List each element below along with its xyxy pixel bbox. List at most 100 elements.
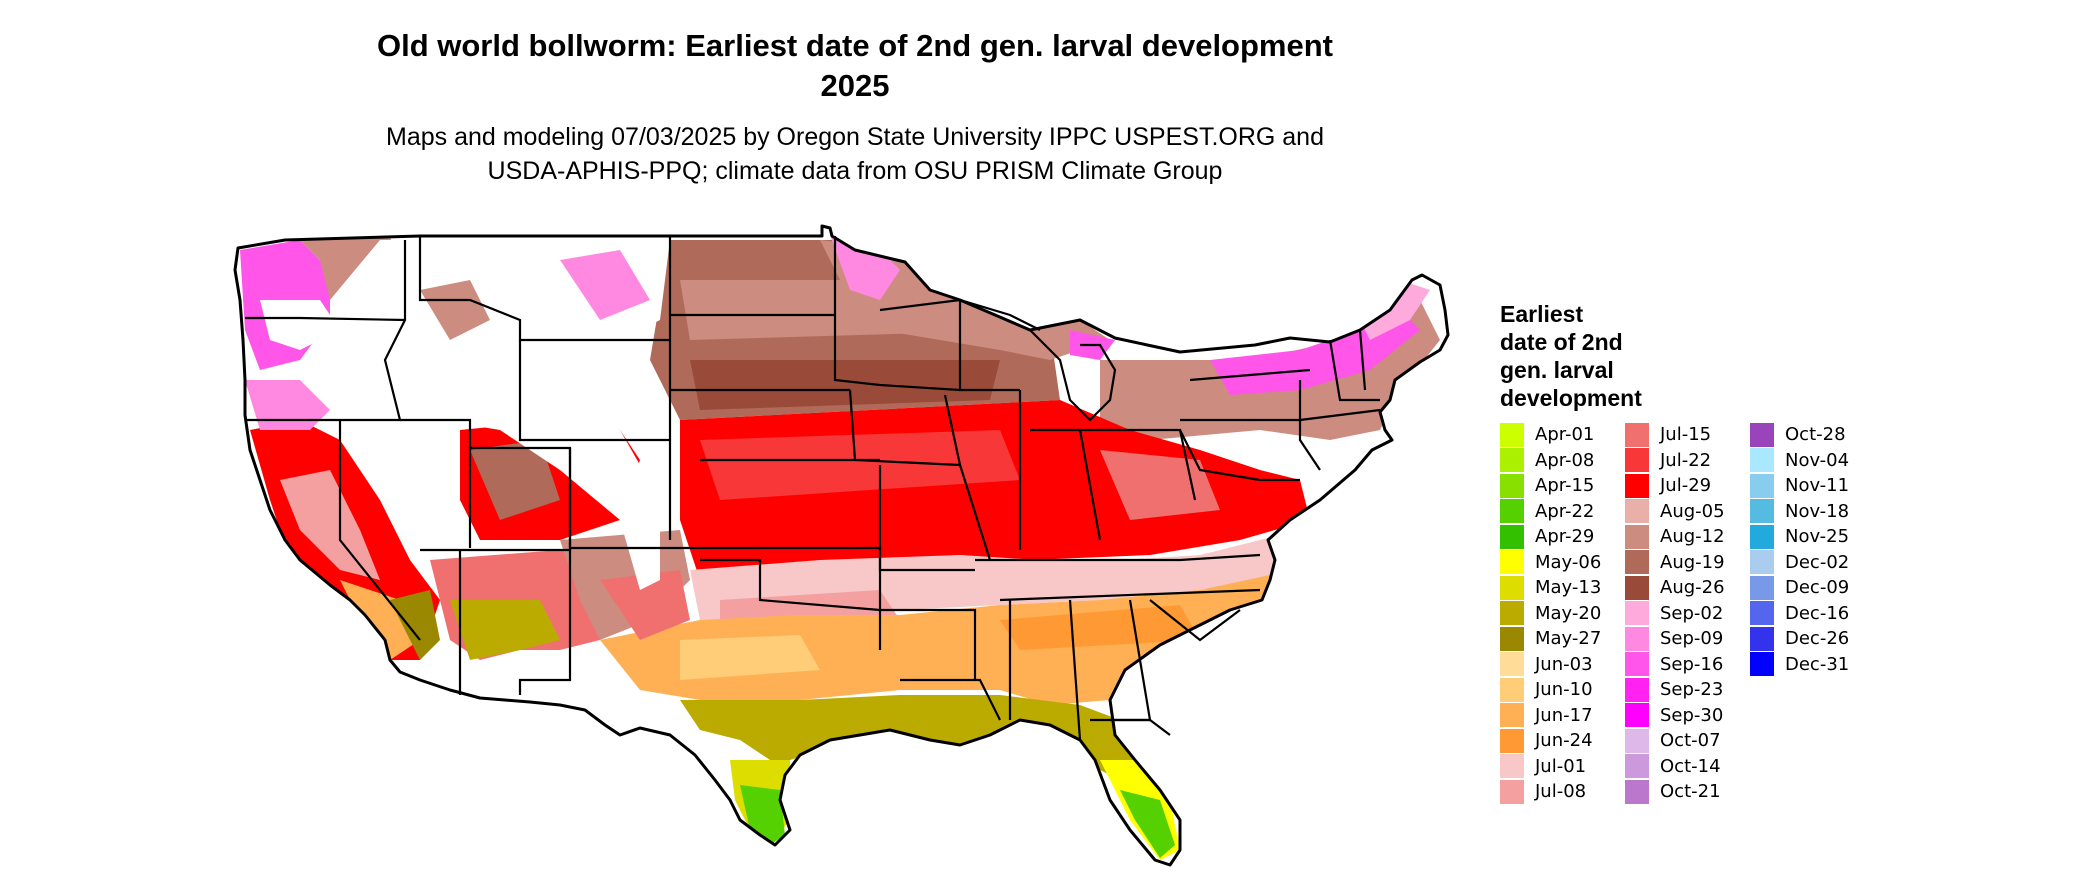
legend-swatch [1750,499,1774,524]
legend-label: Sep-23 [1660,679,1724,701]
legend-item: Aug-05 [1625,499,1725,525]
legend-label: Oct-14 [1660,755,1721,777]
legend-item: Oct-21 [1625,779,1725,805]
legend-swatch [1625,473,1649,498]
legend-item: Dec-09 [1750,575,1849,601]
legend-item: Jul-15 [1625,422,1725,448]
legend-swatch [1500,754,1524,779]
legend-label: Nov-25 [1785,526,1850,548]
legend-swatch [1500,473,1524,498]
legend-item: Dec-31 [1750,652,1849,678]
legend-item: Dec-16 [1750,601,1849,627]
legend-swatch [1500,524,1524,549]
legend-swatch [1500,499,1524,524]
legend-label: Jul-22 [1660,449,1712,471]
legend-item: Sep-30 [1625,703,1725,729]
legend-swatch [1500,601,1524,626]
legend-item: Jun-17 [1500,703,1601,729]
legend-item: Nov-25 [1750,524,1849,550]
legend-label: Jun-24 [1535,730,1593,752]
legend-label: Dec-02 [1785,551,1850,573]
legend-label: Dec-26 [1785,628,1850,650]
title-line-2: 2025 [820,68,890,103]
legend-label: Dec-09 [1785,577,1850,599]
legend-item: Apr-08 [1500,448,1601,474]
legend-swatch [1500,677,1524,702]
legend-swatch [1750,550,1774,575]
title-line-1: Old world bollworm: Earliest date of 2nd… [376,28,1333,63]
legend-column-3: Oct-28 Nov-04 Nov-11 Nov-18 Nov-25 Dec-02 Dec-… [1750,422,1849,677]
legend-item: Nov-18 [1750,499,1849,525]
legend-swatch [1750,524,1774,549]
legend-label: Nov-11 [1785,475,1850,497]
legend-item: Sep-02 [1625,601,1725,627]
legend-label: Jun-17 [1535,704,1593,726]
legend-swatch [1625,626,1649,651]
legend-item: Nov-04 [1750,448,1849,474]
legend-swatch [1625,422,1649,447]
legend-swatch [1500,728,1524,753]
legend-item: May-27 [1500,626,1601,652]
legend-item: Apr-22 [1500,499,1601,525]
legend-label: Jul-01 [1535,755,1587,777]
legend-item: Jun-03 [1500,652,1601,678]
legend-item: May-13 [1500,575,1601,601]
legend-title: Earliest date of 2nd gen. larval develop… [1500,300,1700,412]
legend-swatch [1750,652,1774,677]
legend-swatch [1625,524,1649,549]
legend-label: Aug-19 [1660,551,1725,573]
legend-swatch [1750,422,1774,447]
legend-swatch [1625,550,1649,575]
legend-column-1: Apr-01 Apr-08 Apr-15 Apr-22 Apr-29 May-06 May-… [1500,422,1601,805]
legend-title-line: gen. larval [1500,357,1614,383]
legend-label: Dec-16 [1785,602,1850,624]
legend-label: Aug-12 [1660,526,1725,548]
legend-label: Sep-30 [1660,704,1724,726]
legend-item: Jul-08 [1500,779,1601,805]
legend-swatch [1500,422,1524,447]
legend-label: Apr-08 [1535,449,1595,471]
legend-item: Jun-10 [1500,677,1601,703]
map-title: Old world bollworm: Earliest date of 2nd… [230,26,1480,106]
legend-item: Sep-23 [1625,677,1725,703]
legend-swatch [1625,754,1649,779]
legend-label: May-13 [1535,577,1602,599]
legend-column-2: Jul-15 Jul-22 Jul-29 Aug-05 Aug-12 Aug-19 Aug-… [1625,422,1725,805]
legend-item: Dec-02 [1750,550,1849,576]
legend-label: Nov-04 [1785,449,1850,471]
legend-item: Sep-09 [1625,626,1725,652]
legend-label: Aug-26 [1660,577,1725,599]
legend-label: Nov-18 [1785,500,1850,522]
legend-item: May-20 [1500,601,1601,627]
legend-label: Apr-29 [1535,526,1595,548]
legend-swatch [1625,779,1649,804]
subtitle-line-1: Maps and modeling 07/03/2025 by Oregon S… [386,123,1324,151]
legend-label: May-20 [1535,602,1602,624]
legend-swatch [1750,473,1774,498]
legend-swatch [1625,677,1649,702]
legend-label: Sep-16 [1660,653,1724,675]
legend-swatch [1625,728,1649,753]
legend-swatch [1500,575,1524,600]
legend-item: Jul-29 [1625,473,1725,499]
legend-item: May-06 [1500,550,1601,576]
legend-item: Jun-24 [1500,728,1601,754]
legend-label: Jul-08 [1535,781,1587,803]
legend-item: Apr-15 [1500,473,1601,499]
legend-item: Nov-11 [1750,473,1849,499]
legend-title-line: development [1500,385,1642,411]
legend-item: Aug-26 [1625,575,1725,601]
legend-label: Dec-31 [1785,653,1850,675]
legend-item: Oct-28 [1750,422,1849,448]
us-map [233,224,1450,867]
legend-label: Jul-15 [1660,424,1712,446]
legend-label: Oct-07 [1660,730,1721,752]
legend-label: May-27 [1535,628,1602,650]
legend-swatch [1625,652,1649,677]
legend-swatch [1750,601,1774,626]
legend-label: Aug-05 [1660,500,1725,522]
legend-swatch [1750,575,1774,600]
legend-item: Oct-07 [1625,728,1725,754]
legend-swatch [1500,448,1524,473]
legend-swatch [1500,779,1524,804]
